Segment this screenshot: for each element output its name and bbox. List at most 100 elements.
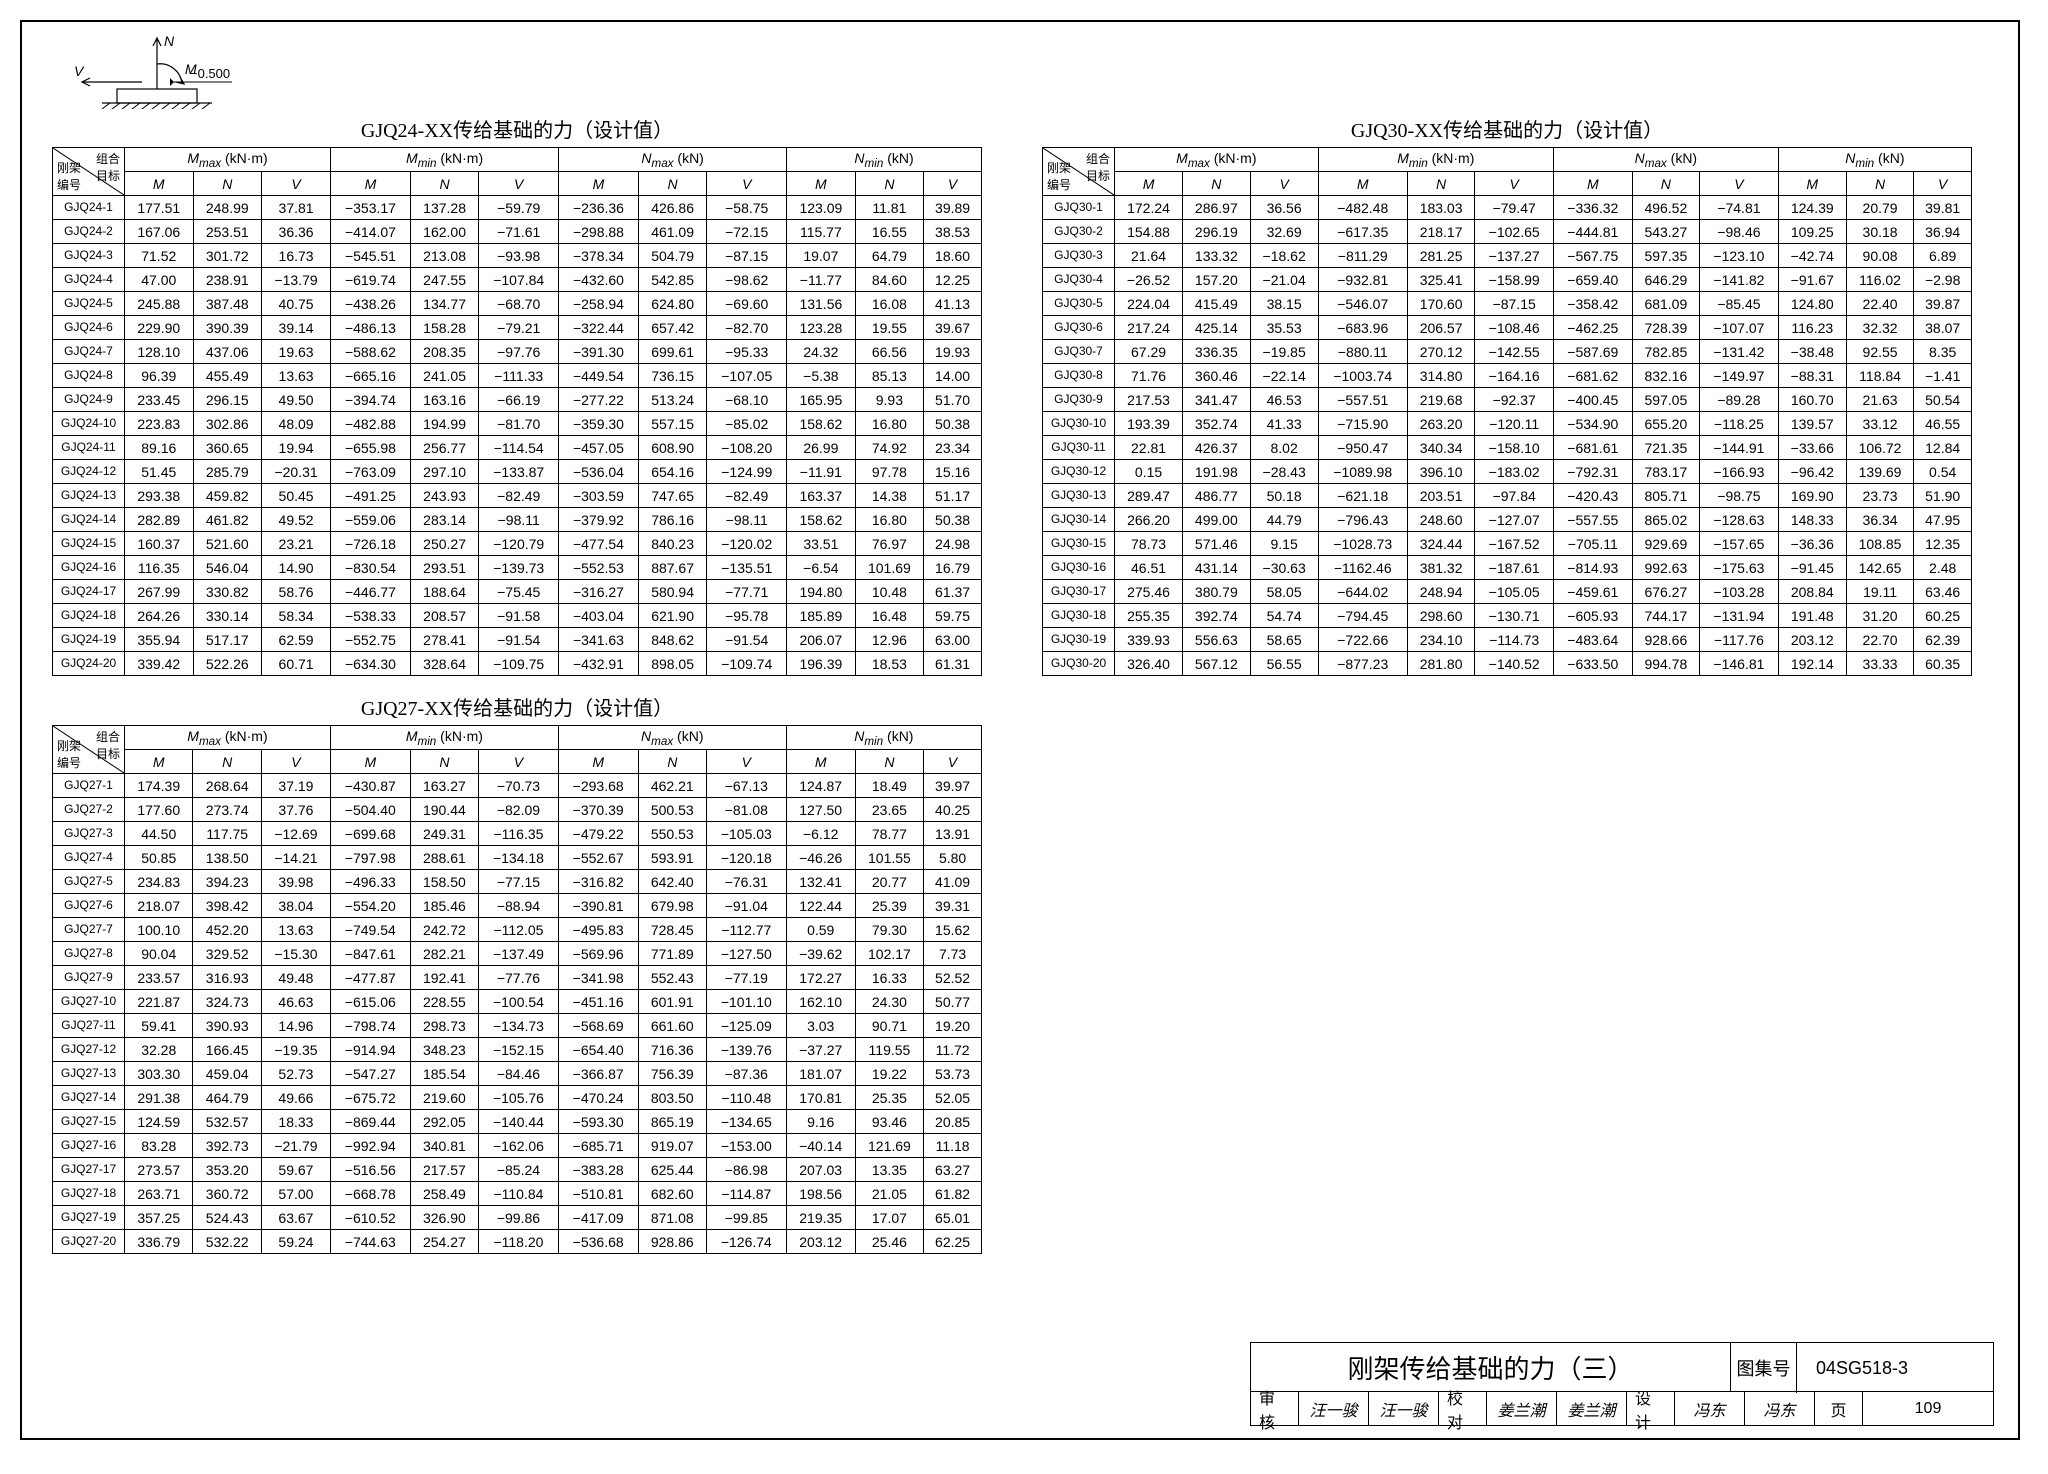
cell: −298.88 — [559, 220, 639, 244]
cell: −95.33 — [707, 340, 787, 364]
cell: −366.87 — [558, 1062, 638, 1086]
cell: −127.07 — [1475, 508, 1554, 532]
cell: −40.14 — [786, 1134, 855, 1158]
cell: 264.26 — [125, 604, 194, 628]
cell: 208.84 — [1778, 580, 1846, 604]
cell: −79.21 — [479, 316, 559, 340]
cell: 50.45 — [262, 484, 331, 508]
col-group: Nmax (kN) — [558, 726, 786, 750]
cell: 59.41 — [125, 1014, 193, 1038]
cell: −70.73 — [479, 774, 559, 798]
cell: −139.76 — [706, 1038, 786, 1062]
cell: 58.05 — [1250, 580, 1318, 604]
table-row: GJQ24-15160.37521.6023.21−726.18250.27−1… — [53, 532, 982, 556]
cell: 59.67 — [261, 1158, 330, 1182]
cell: 23.21 — [262, 532, 331, 556]
cell: −587.69 — [1553, 340, 1632, 364]
cell: 567.12 — [1183, 652, 1251, 676]
cell: 19.55 — [855, 316, 924, 340]
cell: 243.93 — [410, 484, 479, 508]
cell: −763.09 — [331, 460, 411, 484]
cell: 353.20 — [193, 1158, 261, 1182]
cell: −91.54 — [479, 628, 559, 652]
cell: 219.68 — [1407, 388, 1475, 412]
cell: 398.42 — [193, 894, 261, 918]
cell: 324.73 — [193, 990, 261, 1014]
cell: 40.25 — [924, 798, 982, 822]
cell: 122.44 — [786, 894, 855, 918]
cell: −96.42 — [1778, 460, 1846, 484]
table-row: GJQ24-371.52301.7216.73−545.51213.08−93.… — [53, 244, 982, 268]
cell: 721.35 — [1632, 436, 1700, 460]
cell: −394.74 — [331, 388, 411, 412]
cell: 174.39 — [125, 774, 193, 798]
cell: 14.38 — [855, 484, 924, 508]
cell: −99.86 — [479, 1206, 559, 1230]
cell: −546.07 — [1318, 292, 1407, 316]
cell: −37.27 — [786, 1038, 855, 1062]
cell: −77.71 — [707, 580, 787, 604]
cell: 234.10 — [1407, 628, 1475, 652]
cell: 18.53 — [855, 652, 924, 676]
cell: −341.98 — [558, 966, 638, 990]
cell: −19.35 — [261, 1038, 330, 1062]
cell: 426.86 — [638, 196, 707, 220]
cell: 57.00 — [261, 1182, 330, 1206]
cell: −479.22 — [558, 822, 638, 846]
cell: 840.23 — [638, 532, 707, 556]
cell: 60.71 — [262, 652, 331, 676]
cell: −114.54 — [479, 436, 559, 460]
cell: 33.51 — [787, 532, 856, 556]
col-sub: M — [125, 172, 194, 196]
cell: −483.64 — [1553, 628, 1632, 652]
cell: 293.38 — [125, 484, 194, 508]
cell: −341.63 — [559, 628, 639, 652]
cell: 47.95 — [1914, 508, 1972, 532]
cell: 552.43 — [638, 966, 706, 990]
cell: 53.73 — [924, 1062, 982, 1086]
cell: −379.92 — [559, 508, 639, 532]
row-label: GJQ24-13 — [53, 484, 125, 508]
cell: 221.87 — [125, 990, 193, 1014]
cell: 234.83 — [125, 870, 193, 894]
table-row: GJQ30-6217.24425.1435.53−683.96206.57−10… — [1043, 316, 1972, 340]
cell: 676.27 — [1632, 580, 1700, 604]
col-sub: M — [125, 750, 193, 774]
cell: 123.09 — [787, 196, 856, 220]
cell: −157.65 — [1700, 532, 1779, 556]
col-sub: N — [1183, 172, 1251, 196]
cell: 597.05 — [1632, 388, 1700, 412]
cell: 100.10 — [125, 918, 193, 942]
cell: −101.10 — [706, 990, 786, 1014]
cell: −108.46 — [1475, 316, 1554, 340]
cell: 74.92 — [855, 436, 924, 460]
cell: 52.73 — [261, 1062, 330, 1086]
cell: −491.25 — [331, 484, 411, 508]
cell: −187.61 — [1475, 556, 1554, 580]
row-label: GJQ30-3 — [1043, 244, 1115, 268]
cell: −303.59 — [559, 484, 639, 508]
col-sub: V — [479, 750, 559, 774]
cell: −28.43 — [1250, 460, 1318, 484]
cell: −82.49 — [479, 484, 559, 508]
cell: 157.20 — [1183, 268, 1251, 292]
table-row: GJQ27-450.85138.50−14.21−797.98288.61−13… — [53, 846, 982, 870]
table-row: GJQ30-767.29336.35−19.85−880.11270.12−14… — [1043, 340, 1972, 364]
cell: 679.98 — [638, 894, 706, 918]
cell: 19.11 — [1846, 580, 1914, 604]
cell: −914.94 — [330, 1038, 410, 1062]
cell: 51.17 — [924, 484, 982, 508]
cell: 556.63 — [1183, 628, 1251, 652]
table-row: GJQ30-1122.81426.378.02−950.47340.34−158… — [1043, 436, 1972, 460]
cell: 36.34 — [1846, 508, 1914, 532]
sig-name-3b: 冯东 — [1745, 1392, 1815, 1425]
cell: 19.20 — [924, 1014, 982, 1038]
table-row: GJQ30-9217.53341.4746.53−557.51219.68−92… — [1043, 388, 1972, 412]
cell: 16.55 — [855, 220, 924, 244]
cell: 783.17 — [1632, 460, 1700, 484]
cell: −105.76 — [479, 1086, 559, 1110]
cell: 194.99 — [410, 412, 479, 436]
sig-name-2: 姜兰潮 — [1487, 1392, 1557, 1425]
cell: −98.11 — [479, 508, 559, 532]
row-label: GJQ30-15 — [1043, 532, 1115, 556]
